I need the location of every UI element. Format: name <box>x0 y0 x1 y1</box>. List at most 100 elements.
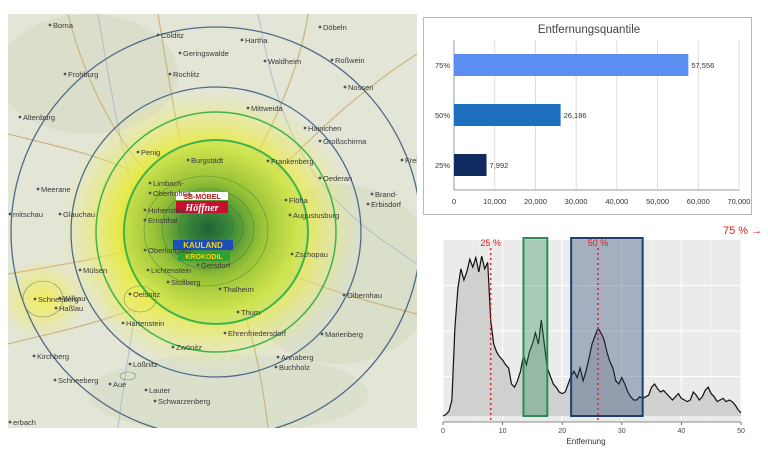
town-label: Hainichen <box>308 124 341 133</box>
town-label: Frankenberg <box>271 157 314 166</box>
x-tick-label: 0 <box>452 197 456 206</box>
town-dot <box>186 158 190 162</box>
town-dot <box>33 297 37 301</box>
chart-title: Entfernungsquantile <box>538 24 640 36</box>
town-dot <box>240 38 244 42</box>
town-dot <box>8 212 12 216</box>
y-tick-label: 25% <box>435 161 450 170</box>
town-dot <box>266 159 270 163</box>
town-dot <box>276 355 280 359</box>
town-label: Mittweida <box>251 104 284 113</box>
town-label: Gersdorf <box>201 261 231 270</box>
bar <box>454 54 689 76</box>
town-dot <box>8 420 12 424</box>
x-tick-label: 20,000 <box>524 197 547 206</box>
data-label: 57,556 <box>691 61 714 70</box>
town-label: Lößnitz <box>133 360 158 369</box>
town-label: Meerane <box>41 185 71 194</box>
town-dot <box>400 158 404 162</box>
town-dot <box>318 176 322 180</box>
town-label: Wilkau- <box>63 294 89 303</box>
town-label: mitschau <box>13 210 43 219</box>
town-dot <box>108 382 112 386</box>
store-logo-text: KROKODIL <box>185 254 223 261</box>
store-marker-kaufland[interactable]: KAULAND KROKODIL <box>173 240 233 261</box>
x-tick-label: 30 <box>618 428 626 435</box>
town-label: Marienberg <box>325 330 363 339</box>
town-label: Zschopau <box>295 250 328 259</box>
town-label: Haßlau <box>59 304 83 313</box>
density-line <box>442 255 742 417</box>
town-dot <box>36 187 40 191</box>
town-label: Hartha <box>245 36 268 45</box>
catchment-map[interactable]: SB-MÖBEL Höffner KAULAND KROKODIL Borna C… <box>8 14 417 428</box>
town-dot <box>136 150 140 154</box>
town-label: Roßwein <box>335 56 365 65</box>
town-label: Borna <box>53 21 74 30</box>
town-label: Ehrenfriedersdorf <box>228 329 287 338</box>
x-tick-label: 10,000 <box>483 197 506 206</box>
density-heatmap-secondary <box>103 269 173 329</box>
town-label: Brand- <box>375 190 398 199</box>
town-dot <box>318 139 322 143</box>
town-label: erbach <box>13 418 36 427</box>
x-tick-label: 30,000 <box>565 197 588 206</box>
town-dot <box>143 218 147 222</box>
x-tick-label: 10 <box>499 428 507 435</box>
town-dot <box>48 23 52 27</box>
x-tick-label: 0 <box>441 428 445 435</box>
quantile-label: 50 % <box>588 238 609 248</box>
store-marker-hoeffner[interactable]: SB-MÖBEL Höffner <box>176 192 228 214</box>
town-dot <box>166 280 170 284</box>
town-label: Hartenstein <box>126 319 164 328</box>
x-tick-label: 40,000 <box>605 197 628 206</box>
bar <box>454 154 487 176</box>
town-label: Zwönitz <box>176 343 202 352</box>
town-dot <box>128 362 132 366</box>
town-label: Penig <box>141 148 160 157</box>
town-label: Frohburg <box>68 70 98 79</box>
quantile-75-label: 75 % → <box>723 226 762 237</box>
town-dot <box>144 388 148 392</box>
town-label: Schneeberg <box>38 295 78 304</box>
y-tick-label: 75% <box>435 61 450 70</box>
density-chart-canvas: Entfernung 75 % → 0 10 20 30 40 50 25 % 50 % <box>441 225 762 446</box>
quantile-label: 25 % <box>480 238 501 248</box>
town-label: Limbach- <box>153 179 184 188</box>
town-label: Stollberg <box>171 278 201 287</box>
town-dot <box>330 58 334 62</box>
town-label: Glauchau <box>63 210 95 219</box>
town-label: Burgstädt <box>191 156 224 165</box>
town-label: Geringswalde <box>183 49 229 58</box>
town-label: Schwarzenberg <box>158 397 210 406</box>
town-label: Lichtenstein <box>151 266 191 275</box>
zone-circle-mid <box>70 86 362 378</box>
town-labels: Borna Colditz Hartha Döbeln Geringswalde Wald… <box>8 21 417 427</box>
distance-quantile-bar-chart: Entfernungsquantile 0 10,000 20,000 30,000 4… <box>423 17 752 215</box>
data-label: 26,186 <box>564 111 587 120</box>
town-dot <box>53 378 57 382</box>
town-dot <box>288 213 292 217</box>
town-dot <box>370 192 374 196</box>
town-label: Thalheim <box>223 285 254 294</box>
town-dot <box>178 51 182 55</box>
x-axis-label: Entfernung <box>566 437 605 446</box>
town-dot <box>196 263 200 267</box>
town-dot <box>128 292 132 296</box>
density-area <box>443 256 741 416</box>
zone-circle-green-outer <box>95 111 337 353</box>
town-dot <box>343 85 347 89</box>
town-label: Kirchberg <box>37 352 69 361</box>
town-dot <box>318 25 322 29</box>
highlight-box <box>522 237 549 417</box>
town-label: Oberlungwitz <box>148 246 192 255</box>
x-tick-label: 60,000 <box>687 197 710 206</box>
y-tick-label: 50% <box>435 111 450 120</box>
town-dot <box>153 399 157 403</box>
town-label: Olbernhau <box>347 291 382 300</box>
store-logo-text: KAULAND <box>183 241 223 250</box>
data-label: 7,992 <box>490 161 509 170</box>
town-label: Nossen <box>348 83 373 92</box>
x-tick-label: 70,000 <box>728 197 751 206</box>
town-dot <box>342 293 346 297</box>
